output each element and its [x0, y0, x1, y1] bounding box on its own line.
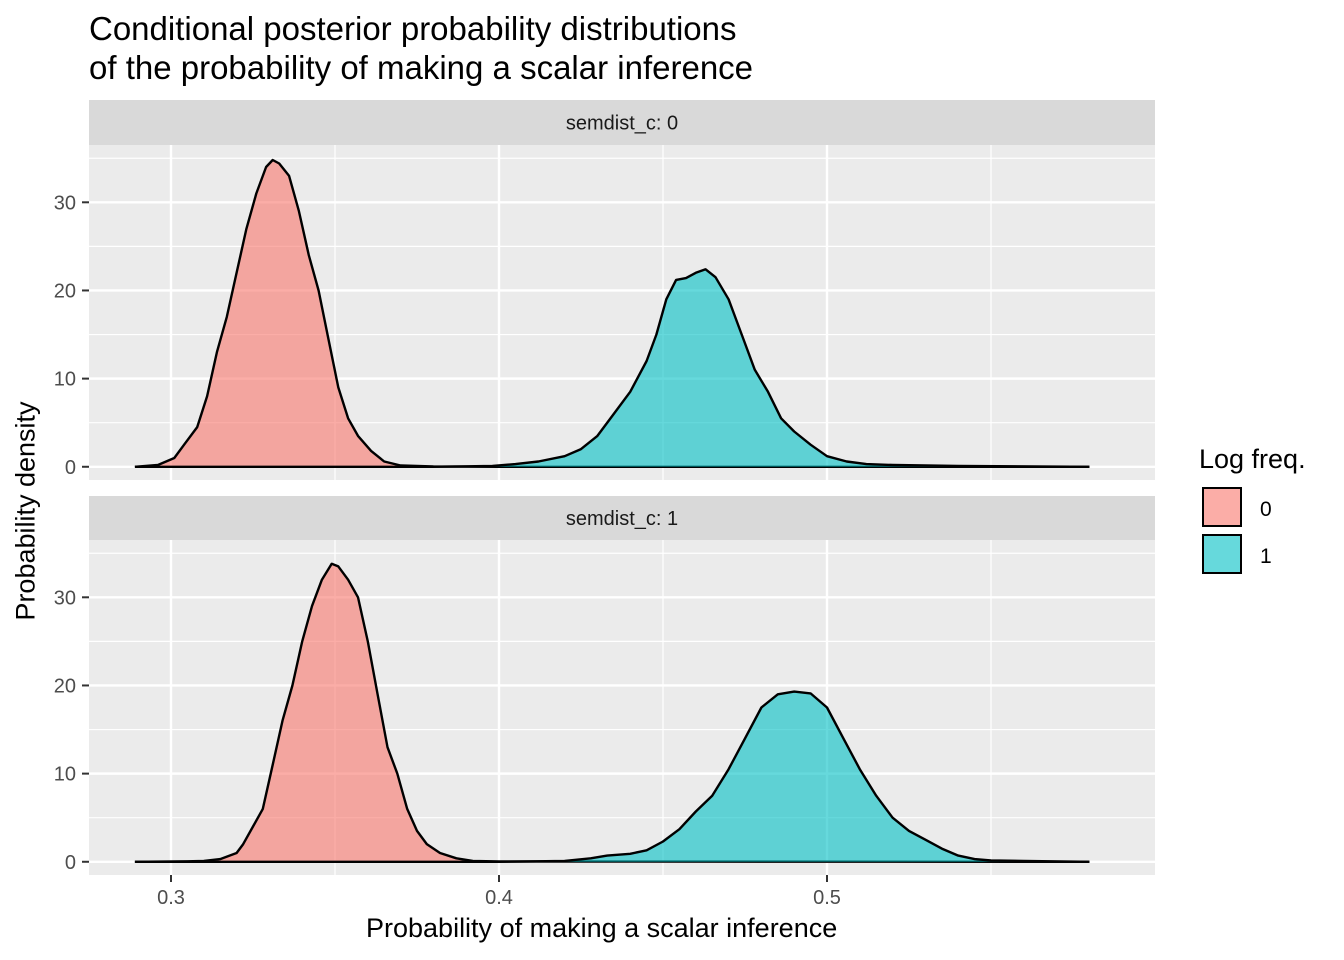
legend-key-1	[1202, 534, 1242, 574]
density-area-facet0-series-0	[134, 160, 1090, 467]
y-tick-label: 30	[54, 587, 76, 609]
density-area-facet1-series-1	[134, 691, 1090, 862]
y-tick-label: 10	[54, 369, 76, 391]
density-outline-facet1-series-0	[134, 562, 1090, 863]
chart-title-line-1: Conditional posterior probability distri…	[89, 10, 737, 47]
density-outline-facet0-series-0	[134, 158, 1090, 468]
x-tick-label: 0.3	[157, 887, 185, 909]
legend-label-1: 1	[1260, 545, 1272, 568]
density-area-facet0-series-1	[134, 269, 1090, 467]
density-area-facet1-series-0	[134, 563, 1090, 862]
y-tick-label: 20	[54, 675, 76, 697]
y-tick-label: 10	[54, 764, 76, 786]
x-tick-label: 0.5	[813, 887, 841, 909]
y-tick-label: 30	[54, 192, 76, 214]
y-tick-label: 0	[65, 457, 76, 479]
legend-label-0: 0	[1260, 498, 1272, 521]
density-outline-facet1-series-1	[134, 690, 1090, 863]
x-tick-label: 0.4	[485, 887, 513, 909]
legend-title: Log freq.	[1199, 444, 1306, 474]
y-axis-title: Probability density	[10, 401, 41, 621]
facet-strip-0	[89, 100, 1155, 145]
density-outline-facet0-series-1	[134, 268, 1090, 468]
y-tick-label: 20	[54, 280, 76, 302]
panel-background-1	[89, 540, 1155, 875]
legend-key-0	[1202, 487, 1242, 527]
y-tick-label: 0	[65, 852, 76, 874]
chart-title-line-2: of the probability of making a scalar in…	[89, 49, 754, 86]
facet-strip-1	[89, 496, 1155, 540]
x-axis-title: Probability of making a scalar inference	[366, 913, 838, 943]
facet-strip-label-1: semdist_c: 1	[566, 508, 678, 530]
facet-strip-label-0: semdist_c: 0	[566, 113, 678, 135]
